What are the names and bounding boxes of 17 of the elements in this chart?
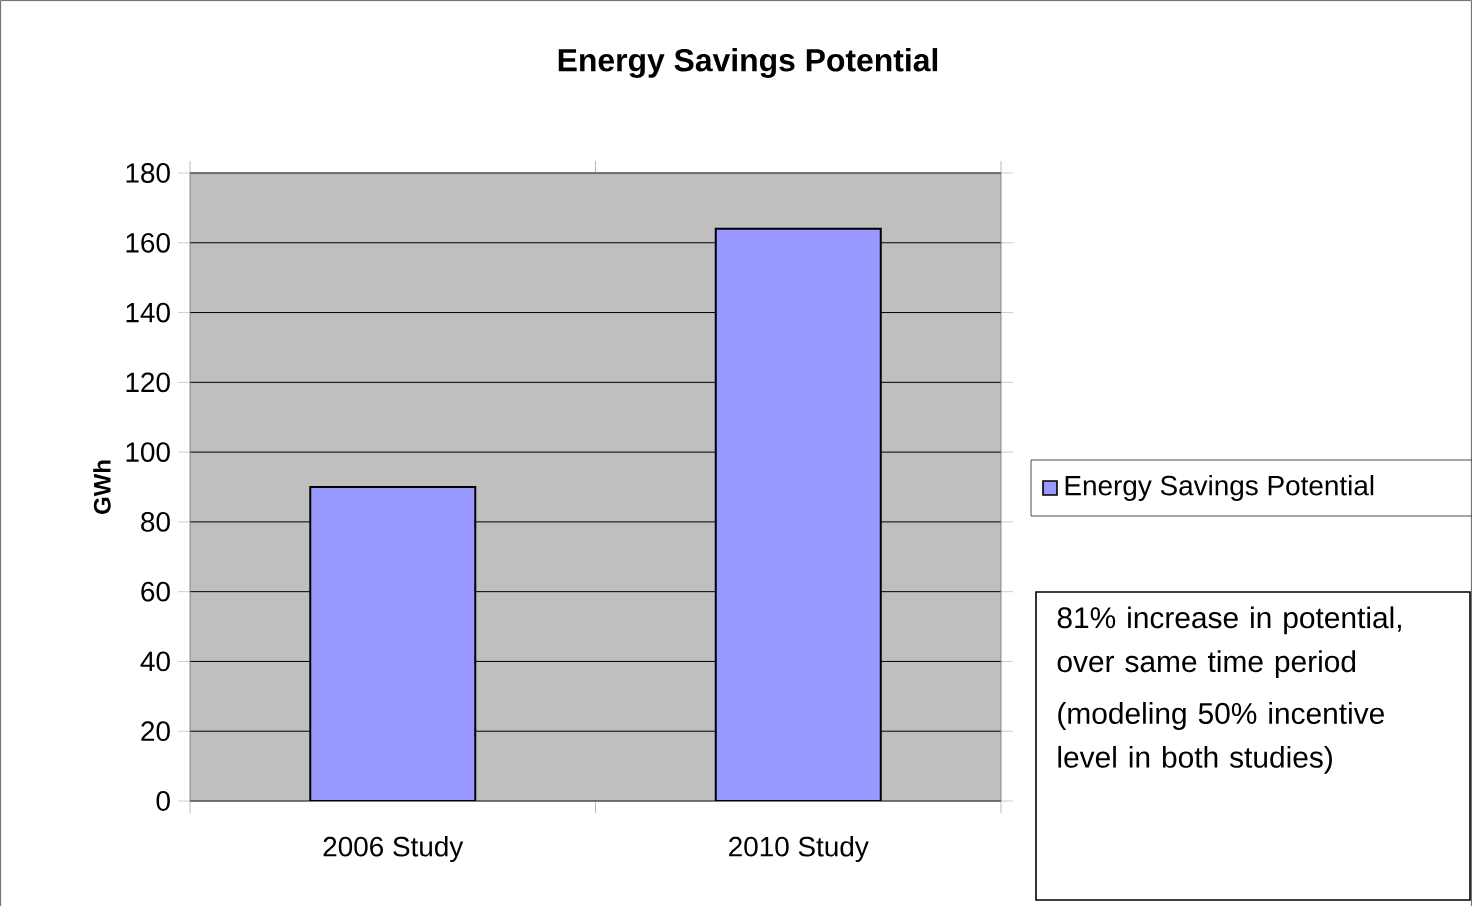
text: 81% increase in potential, over same time period: [1057, 606, 1401, 679]
x-tick-label: 2010 Study: [729, 836, 869, 863]
y-tick-label: 140: [126, 302, 170, 323]
y-tick-label: 160: [126, 232, 170, 253]
y-tick-label: 120: [126, 372, 170, 393]
y-tick-label: 40: [140, 651, 170, 672]
legend-label: Energy Savings Potential: [1065, 474, 1374, 501]
y-tick-label: 60: [141, 581, 170, 602]
y-tick-label: 0: [156, 791, 170, 811]
y-tick-label: 20: [141, 721, 170, 742]
y-axis-title: GWh: [93, 460, 111, 514]
x-tick-label: 2006 Study: [323, 836, 464, 863]
chart-title: Energy Savings Potential: [558, 48, 938, 78]
y-tick-label: 180: [126, 163, 170, 183]
y-tick-label: 100: [126, 442, 170, 462]
y-tick-label: 80: [141, 511, 170, 532]
text: (modeling 50% incentive level in both studies): [1058, 702, 1384, 774]
